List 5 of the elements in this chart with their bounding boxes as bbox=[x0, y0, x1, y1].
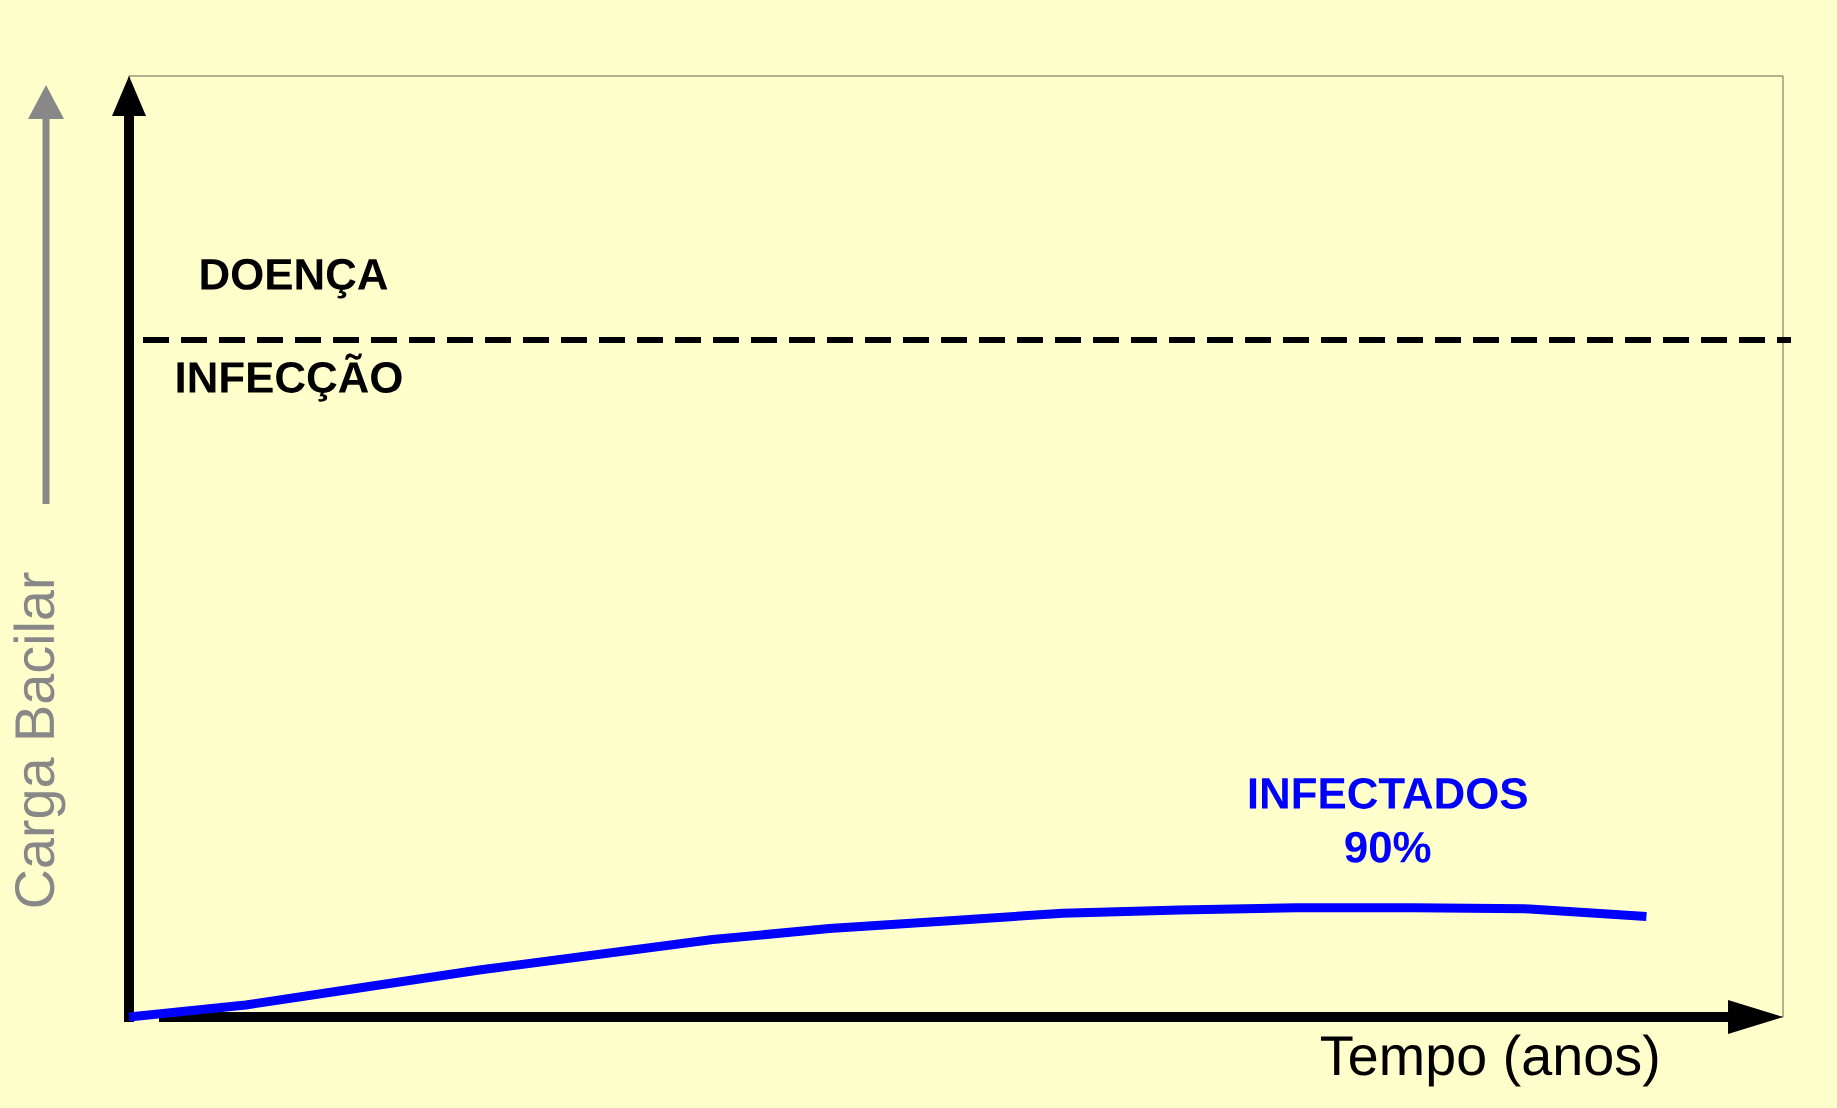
series-label: INFECTADOS 90% bbox=[1249, 777, 1527, 863]
y-axis-title: Carga Bacilar bbox=[13, 572, 66, 907]
text: DOENÇA bbox=[201, 258, 388, 299]
text: INFECÇÃO bbox=[177, 353, 402, 402]
x-axis-title: Tempo (anos) bbox=[1320, 1034, 1658, 1087]
